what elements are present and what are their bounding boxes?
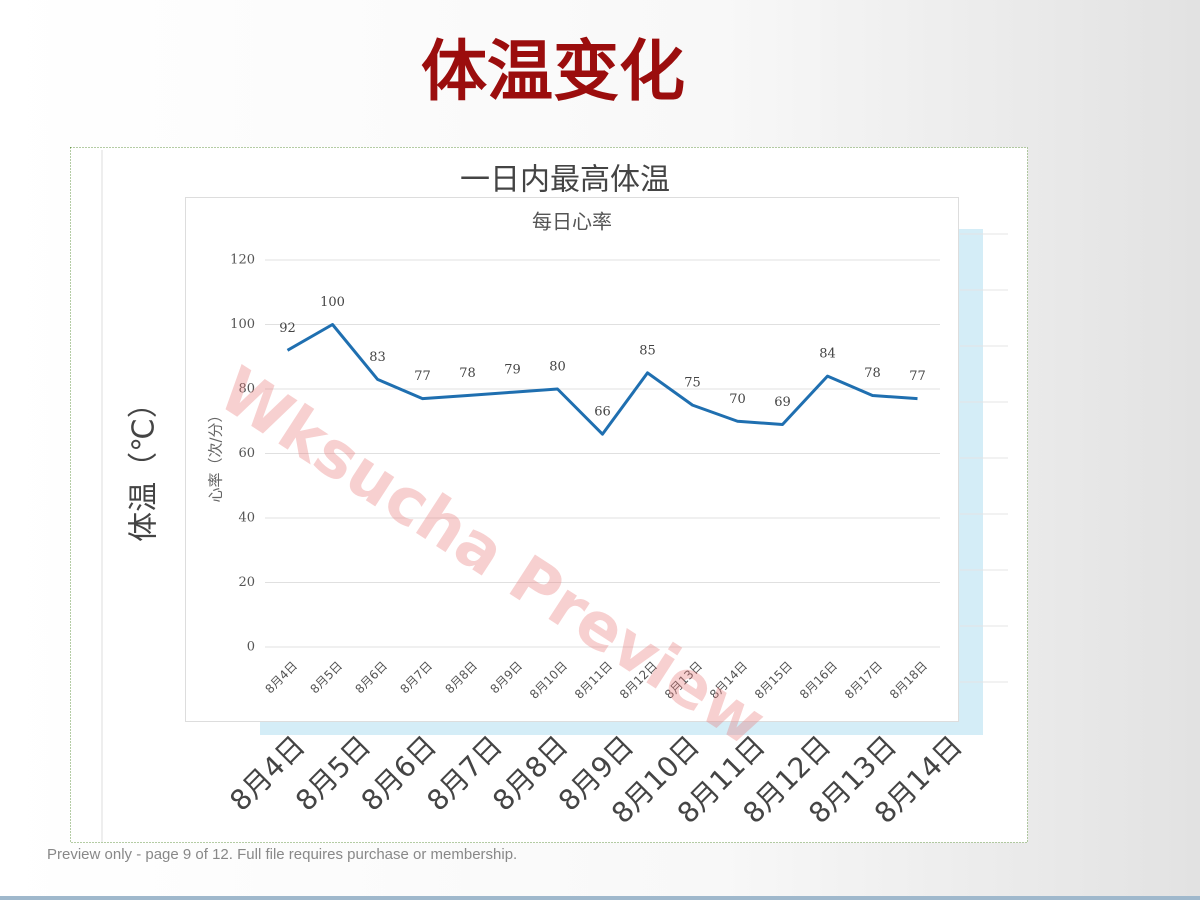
line — [286, 323, 918, 436]
temperature-grid — [960, 233, 1008, 683]
heart-rate-chart-title: 每日心率 — [532, 210, 612, 234]
temperature-y-label: 体温（℃） — [127, 388, 162, 542]
data-label: 70 — [729, 392, 746, 407]
y-tick-label: 20 — [238, 575, 255, 590]
data-label: 85 — [639, 343, 656, 358]
y-tick-label: 80 — [238, 382, 255, 397]
y-tick-label: 120 — [230, 253, 255, 268]
data-label: 77 — [909, 369, 926, 384]
data-label: 78 — [459, 366, 476, 381]
data-label: 78 — [864, 366, 881, 381]
slide-title: 体温变化 — [421, 33, 685, 110]
data-label: 80 — [549, 360, 566, 375]
y-tick-label: 60 — [238, 446, 255, 461]
y-tick-label: 100 — [230, 317, 255, 332]
heart-rate-chart-frame — [185, 197, 959, 722]
data-label: 79 — [504, 363, 521, 378]
y-tick-label: 0 — [247, 640, 255, 655]
heart-rate-y-label: 心率（次/分） — [207, 407, 225, 502]
y-tick-label: 40 — [238, 511, 255, 526]
footer: Preview only - page 9 of 12. Full file r… — [47, 846, 517, 863]
data-label: 100 — [320, 295, 345, 310]
bottom-bar — [0, 896, 1200, 900]
data-label: 92 — [279, 321, 296, 336]
data-label: 83 — [369, 350, 386, 365]
data-label: 69 — [774, 395, 791, 410]
data-label: 77 — [414, 369, 431, 384]
temperature-chart-title: 一日内最高体温 — [460, 163, 670, 198]
data-label: 66 — [594, 405, 611, 420]
data-label: 84 — [819, 347, 836, 362]
data-label: 75 — [684, 376, 701, 391]
